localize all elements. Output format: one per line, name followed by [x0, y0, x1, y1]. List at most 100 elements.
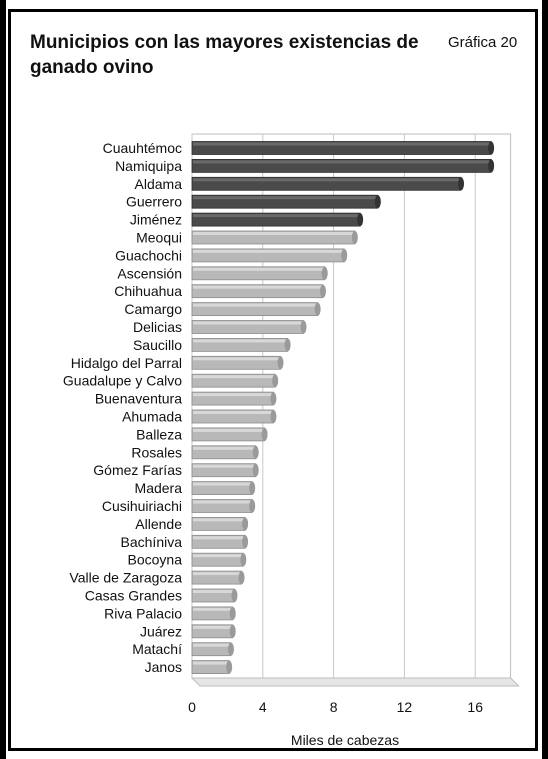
bar-end: [242, 535, 249, 549]
bar-highlight: [193, 214, 360, 218]
category-labels: Cuauhtémoc Namiquipa Aldama Guerrero Jiménez…: [63, 140, 182, 675]
bar-highlight: [193, 232, 354, 235]
category-label: Rosales: [131, 444, 182, 460]
bar-end: [261, 427, 268, 441]
bar: [191, 624, 236, 639]
bar-highlight: [193, 428, 264, 432]
bar-highlight: [193, 393, 273, 397]
bar: [191, 481, 256, 496]
bar-end: [314, 302, 321, 316]
bar-end: [242, 517, 249, 531]
category-label: Chihuahua: [114, 283, 182, 299]
x-tick-label: 4: [259, 699, 267, 715]
bar-highlight: [193, 482, 252, 486]
bar-end: [374, 195, 381, 209]
bar-end: [284, 338, 291, 352]
bar-highlight: [193, 142, 491, 146]
bar-end: [277, 356, 284, 370]
bar: [191, 534, 249, 549]
bar-highlight: [193, 339, 287, 343]
bar-highlight: [193, 518, 245, 522]
bar: [191, 660, 233, 674]
category-label: Matachí: [132, 641, 182, 657]
bar: [191, 391, 277, 406]
chart-title: Municipios con las mayores existencias d…: [30, 32, 419, 78]
category-label: Guerrero: [126, 194, 182, 210]
bar-end: [270, 410, 277, 423]
category-label: Guachochi: [115, 247, 182, 263]
bar-end: [238, 571, 245, 585]
bar: [191, 194, 381, 209]
category-label: Cusihuiriachi: [102, 498, 182, 514]
x-tick-label: 0: [188, 699, 196, 715]
bar-end: [321, 266, 328, 280]
bar: [191, 517, 249, 531]
bar-end: [300, 320, 307, 334]
bar-highlight: [193, 590, 234, 593]
bar-end: [231, 589, 238, 602]
bar-end: [488, 141, 495, 155]
bar-end: [227, 642, 234, 656]
bar-highlight: [193, 554, 243, 558]
bar-highlight: [193, 375, 275, 379]
bar: [191, 284, 326, 299]
category-label: Valle de Zaragoza: [69, 570, 182, 586]
category-label: Guadalupe y Calvo: [63, 373, 182, 389]
bar: [191, 320, 307, 334]
bar: [191, 158, 495, 173]
category-label: Ascensión: [117, 265, 182, 281]
category-label: Jiménez: [130, 212, 182, 228]
bar-highlight: [193, 357, 280, 361]
bar-end: [341, 248, 348, 262]
bar-highlight: [193, 446, 255, 450]
bar-highlight: [193, 625, 232, 629]
category-label: Delicias: [133, 319, 182, 335]
category-label: Riva Palacio: [104, 605, 182, 621]
x-tick-label: 8: [330, 699, 338, 715]
bar-highlight: [193, 178, 461, 182]
bar: [191, 176, 465, 191]
bar-highlight: [193, 303, 317, 307]
frame-left-strip: [0, 0, 6, 759]
bar-end: [319, 284, 326, 298]
bar-highlight: [193, 607, 232, 611]
bar: [191, 355, 284, 370]
category-label: Ahumada: [122, 409, 182, 425]
category-label: Saucillo: [133, 337, 182, 353]
bar: [191, 337, 291, 352]
bar: [191, 212, 364, 227]
bars: [191, 141, 495, 674]
bar: [191, 141, 495, 155]
category-label: Juárez: [140, 623, 182, 639]
category-label: Namiquipa: [115, 158, 182, 174]
bar-end: [458, 177, 465, 191]
x-tick-label: 16: [467, 699, 483, 715]
x-axis-title: Miles de cabezas: [291, 732, 399, 748]
bar-highlight: [193, 411, 273, 414]
bar: [191, 570, 245, 585]
x-tick-label: 12: [397, 699, 413, 715]
category-label: Meoqui: [136, 230, 182, 246]
bar: [191, 642, 234, 657]
bar-end: [270, 392, 277, 406]
plot-floor: [190, 677, 520, 687]
bar-highlight: [193, 536, 245, 540]
category-label: Balleza: [136, 426, 182, 442]
bar-end: [229, 606, 236, 620]
x-tick-labels: 0 4 8 12 16: [188, 699, 483, 715]
bar-highlight: [193, 572, 241, 576]
bar-highlight: [193, 285, 322, 289]
bar-end: [252, 445, 259, 459]
bar: [191, 302, 321, 317]
bar-highlight: [193, 661, 229, 665]
bar-highlight: [193, 500, 252, 504]
category-label: Janos: [145, 659, 182, 675]
bar: [191, 588, 238, 603]
category-label: Allende: [135, 516, 182, 532]
bar: [191, 463, 259, 478]
bar-highlight: [193, 249, 344, 253]
bar-end: [357, 213, 364, 227]
bar-end: [351, 231, 358, 244]
bar-end: [240, 553, 247, 567]
